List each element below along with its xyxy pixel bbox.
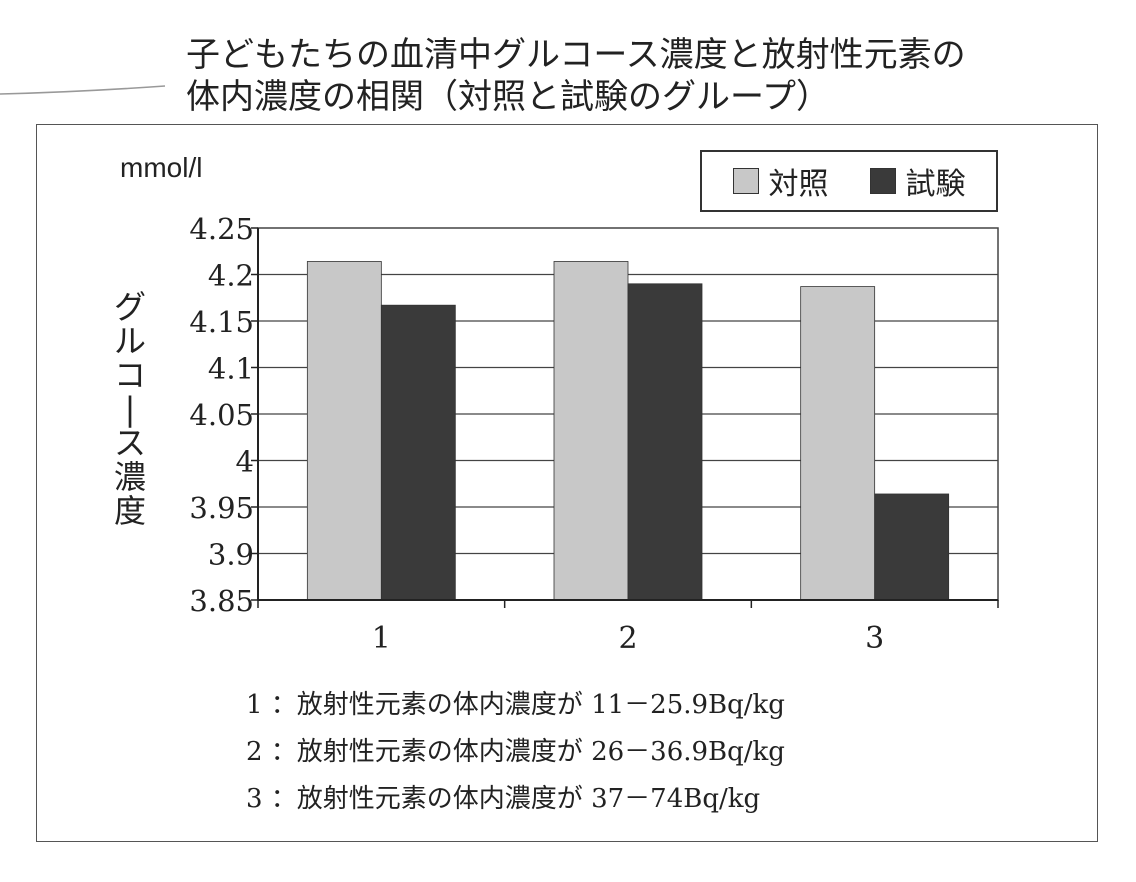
y-axis-label-char: ス: [113, 424, 146, 462]
y-axis-label-char: ル: [113, 322, 146, 360]
y-axis-label-char: コ: [113, 356, 146, 394]
category-notes: 1 ：放射性元素の体内濃度が 11－25.9Bq/kg 2 ：放射性元素の体内濃…: [246, 682, 785, 823]
bar-control: [800, 286, 876, 601]
y-tick-label: 4.05: [189, 398, 254, 432]
y-tick-label: 4.15: [189, 305, 254, 339]
bar-test: [627, 283, 703, 601]
bar-control: [306, 261, 382, 601]
legend-label-test: 試験: [905, 167, 966, 202]
legend: 対照 試験: [700, 150, 998, 212]
y-axis-label-char: グ: [113, 288, 146, 326]
x-tick-label: 3: [865, 621, 884, 656]
chart-title-line-2: 体内濃度の相関（対照と試験のグループ）: [186, 77, 830, 117]
y-axis-unit: mmol/l: [120, 152, 203, 183]
y-axis-label-char: 濃: [113, 458, 146, 496]
bar-test: [380, 304, 456, 601]
x-tick-label: 2: [618, 621, 637, 656]
y-axis-label: グルコ | ス濃度: [108, 290, 152, 528]
y-tick-label: 4.1: [208, 352, 254, 386]
note-category-1: 1 ：放射性元素の体内濃度が 11－25.9Bq/kg: [246, 690, 785, 720]
note-category-2: 2 ：放射性元素の体内濃度が 26－36.9Bq/kg: [246, 737, 785, 767]
note-category-3: 3 ：放射性元素の体内濃度が 37－74Bq/kg: [246, 784, 761, 814]
legend-item-control: 対照: [732, 159, 829, 203]
chart-frame: [36, 124, 1098, 842]
scan-artifact-stroke: [0, 85, 166, 95]
y-axis-label-char: 度: [113, 492, 146, 530]
y-tick-label: 3.85: [189, 584, 254, 618]
y-tick-label: 4.25: [189, 212, 254, 246]
legend-swatch-test: [869, 168, 896, 194]
y-tick-label: 3.95: [189, 491, 254, 525]
legend-label-control: 対照: [768, 167, 829, 202]
bar-control: [553, 261, 629, 601]
chart-title: 子どもたちの血清中グルコース濃度と放射性元素の 体内濃度の相関（対照と試験のグル…: [186, 34, 1106, 118]
y-tick-label: 4.2: [208, 259, 254, 293]
chart-title-line-1: 子どもたちの血清中グルコース濃度と放射性元素の: [186, 35, 966, 75]
x-tick-label: 1: [372, 621, 391, 656]
legend-item-test: 試験: [869, 159, 966, 203]
y-tick-label: 4: [236, 445, 254, 479]
legend-swatch-control: [732, 168, 759, 194]
y-axis-label-char: |: [124, 390, 136, 428]
y-tick-label: 3.9: [208, 538, 254, 572]
bar-test: [874, 493, 950, 601]
